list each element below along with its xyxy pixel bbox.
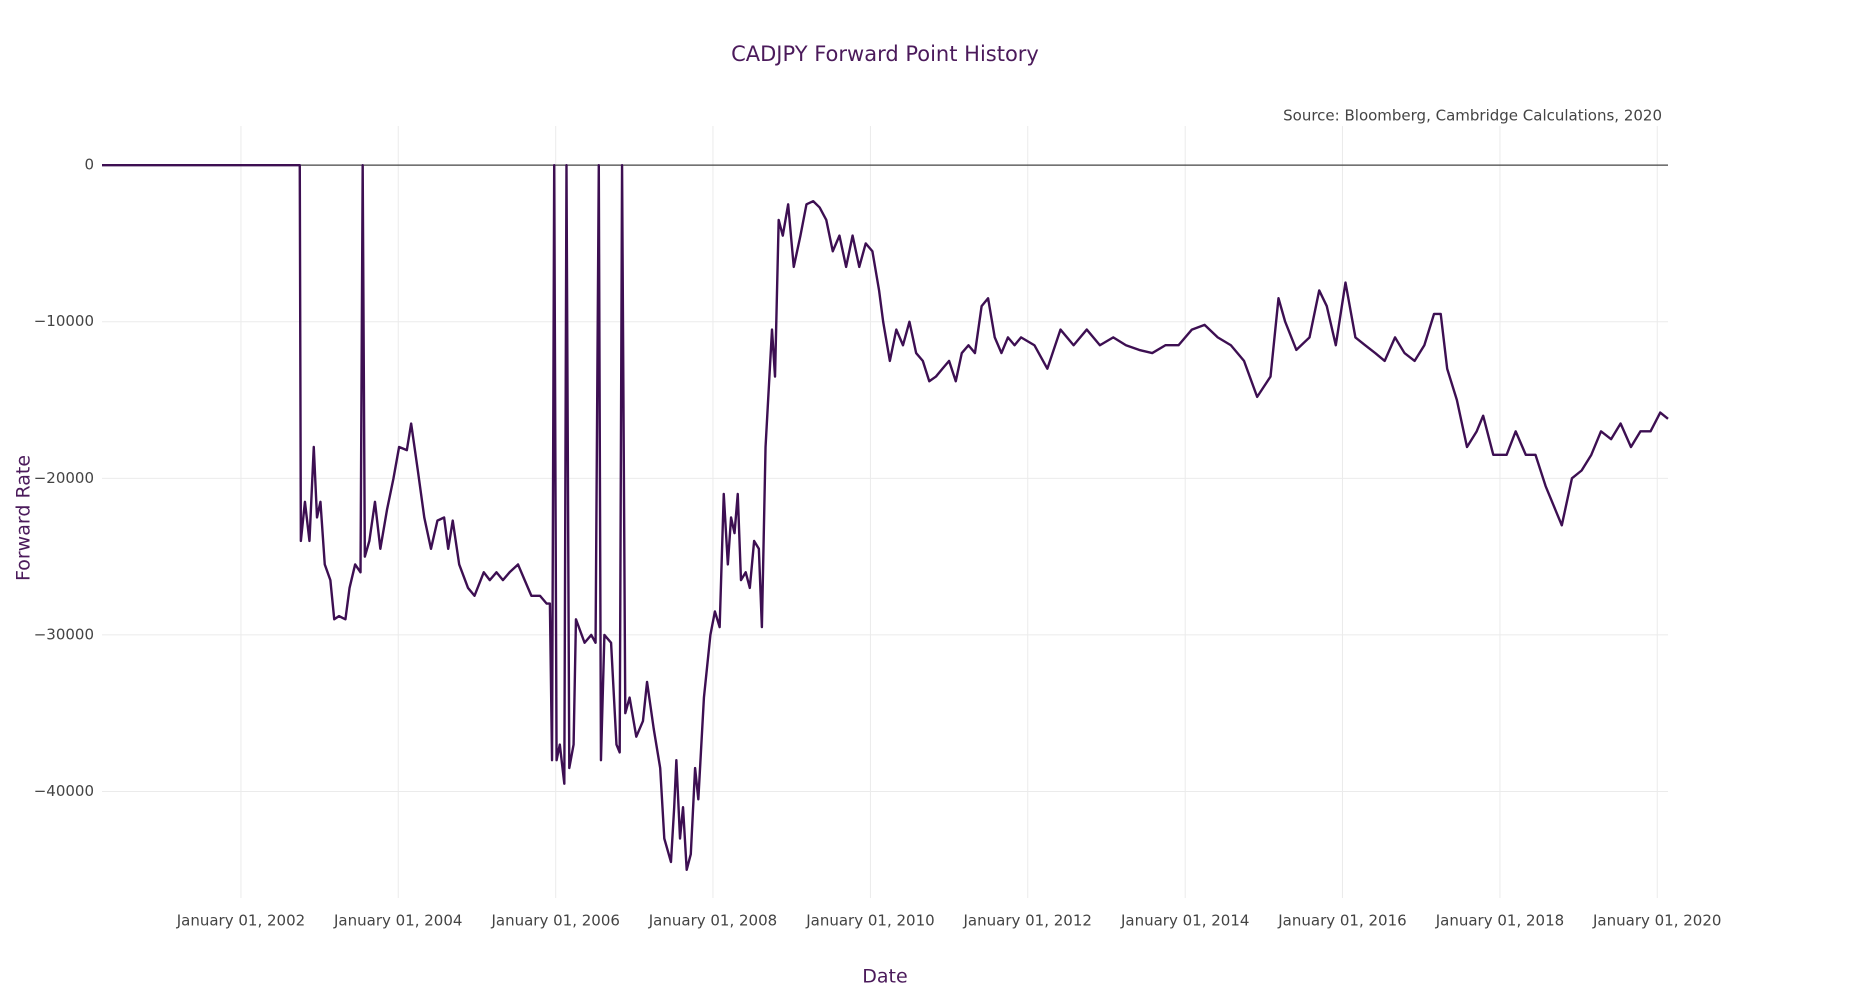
- x-axis-title: Date: [862, 966, 907, 988]
- y-axis-title: Forward Rate: [13, 455, 35, 581]
- x-tick-label: January 01, 2012: [963, 912, 1092, 930]
- x-tick-label: January 01, 2002: [176, 912, 305, 930]
- y-tick-label: −20000: [34, 469, 94, 487]
- x-tick-label: January 01, 2016: [1277, 912, 1406, 930]
- source-annotation: Source: Bloomberg, Cambridge Calculation…: [1283, 107, 1662, 125]
- y-tick-label: 0: [84, 156, 94, 174]
- x-tick-label: January 01, 2010: [805, 912, 934, 930]
- x-tick-label: January 01, 2004: [333, 912, 462, 930]
- chart-title: CADJPY Forward Point History: [731, 42, 1039, 66]
- x-tick-label: January 01, 2014: [1120, 912, 1249, 930]
- x-tick-label: January 01, 2020: [1592, 912, 1721, 930]
- y-tick-label: −30000: [34, 625, 94, 643]
- x-tick-label: January 01, 2018: [1435, 912, 1564, 930]
- y-tick-label: −10000: [34, 312, 94, 330]
- data-line: [102, 163, 1669, 872]
- x-tick-label: January 01, 2006: [490, 912, 619, 930]
- x-tick-label: January 01, 2008: [648, 912, 777, 930]
- y-tick-label: −40000: [34, 782, 94, 800]
